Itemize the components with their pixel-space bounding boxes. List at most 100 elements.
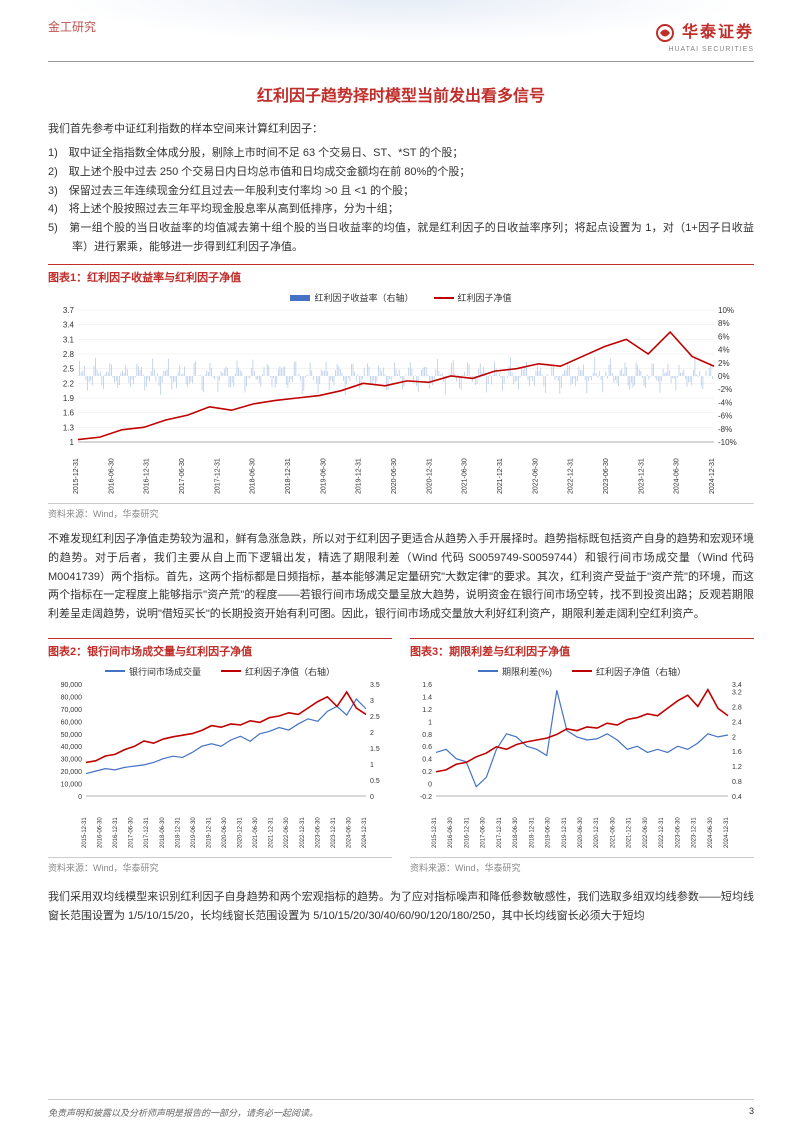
- svg-text:2019-06-30: 2019-06-30: [191, 816, 197, 847]
- svg-text:2017-12-31: 2017-12-31: [144, 816, 150, 847]
- svg-text:6%: 6%: [718, 333, 730, 342]
- svg-text:2024-12-31: 2024-12-31: [709, 458, 716, 494]
- svg-text:3.1: 3.1: [63, 336, 75, 345]
- svg-text:2020-06-30: 2020-06-30: [578, 816, 584, 847]
- svg-text:2015-12-31: 2015-12-31: [82, 816, 88, 847]
- svg-text:2022-06-30: 2022-06-30: [643, 816, 649, 847]
- svg-text:2019-12-31: 2019-12-31: [562, 816, 568, 847]
- svg-text:2020-12-31: 2020-12-31: [594, 816, 600, 847]
- chart1-svg: 11.31.61.92.22.52.83.13.43.7-10%-8%-6%-4…: [48, 306, 748, 496]
- svg-text:2022-12-31: 2022-12-31: [659, 816, 665, 847]
- svg-text:60,000: 60,000: [61, 719, 83, 726]
- list-item-2: 2) 取上述个股中过去 250 个交易日内日均总市值和日均成交金额均在前 80%…: [48, 163, 754, 182]
- svg-text:2020-12-31: 2020-12-31: [426, 458, 433, 494]
- para-2: 不难发现红利因子净值走势较为温和，鲜有急涨急跌，所以对于红利因子更适合从趋势入手…: [48, 530, 754, 623]
- svg-text:2.5: 2.5: [63, 365, 75, 374]
- list-item-3: 3) 保留过去三年连续现金分红且过去一年股利支付率均 >0 且 <1 的个股；: [48, 182, 754, 201]
- svg-text:0: 0: [78, 794, 82, 801]
- svg-text:2022-12-31: 2022-12-31: [300, 816, 306, 847]
- svg-text:-6%: -6%: [718, 412, 732, 421]
- svg-text:2017-06-30: 2017-06-30: [481, 816, 487, 847]
- svg-text:2023-12-31: 2023-12-31: [692, 816, 698, 847]
- svg-text:2024-12-31: 2024-12-31: [724, 816, 730, 847]
- svg-text:2021-06-30: 2021-06-30: [462, 458, 469, 494]
- svg-text:1.2: 1.2: [732, 764, 742, 771]
- svg-text:2.2: 2.2: [63, 380, 75, 389]
- svg-text:2020-12-31: 2020-12-31: [238, 816, 244, 847]
- svg-text:2016-12-31: 2016-12-31: [464, 816, 470, 847]
- svg-text:1.4: 1.4: [422, 694, 432, 701]
- chart3-source: 资料来源：Wind，华泰研究: [410, 857, 754, 874]
- list-item-4: 4) 将上述个股按照过去三年平均现金股息率从高到低排序，分为十组；: [48, 200, 754, 219]
- svg-text:2018-12-31: 2018-12-31: [175, 816, 181, 847]
- chart2-svg: 010,00020,00030,00040,00050,00060,00070,…: [48, 680, 390, 850]
- list-item-1: 1) 取中证全指指数全体成分股，剔除上市时间不足 63 个交易日、ST、*ST …: [48, 144, 754, 163]
- para-3: 我们采用双均线模型来识别红利因子自身趋势和两个宏观指标的趋势。为了应对指标噪声和…: [48, 888, 754, 925]
- svg-text:2021-06-30: 2021-06-30: [253, 816, 259, 847]
- svg-text:30,000: 30,000: [61, 757, 83, 764]
- svg-text:2022-06-30: 2022-06-30: [532, 458, 539, 494]
- page-number: 3: [749, 1106, 754, 1119]
- svg-text:0.2: 0.2: [422, 769, 432, 776]
- svg-text:0.8: 0.8: [422, 732, 432, 739]
- list-item-5: 5) 第一组个股的当日收益率的均值减去第十组个股的当日收益率的均值，就是红利因子…: [48, 219, 754, 256]
- svg-text:2.5: 2.5: [370, 714, 380, 721]
- svg-text:2017-06-30: 2017-06-30: [129, 816, 135, 847]
- svg-text:-2%: -2%: [718, 386, 732, 395]
- logo-icon: [655, 23, 675, 46]
- svg-text:0%: 0%: [718, 372, 730, 381]
- svg-text:2%: 2%: [718, 359, 730, 368]
- svg-text:2.8: 2.8: [732, 704, 742, 711]
- chart1-container: 红利因子收益率（右轴） 红利因子净值 11.31.61.92.22.52.83.…: [48, 291, 754, 499]
- svg-text:0: 0: [428, 781, 432, 788]
- svg-text:2: 2: [732, 734, 736, 741]
- svg-text:2018-06-30: 2018-06-30: [250, 458, 257, 494]
- svg-text:2019-06-30: 2019-06-30: [546, 816, 552, 847]
- svg-text:2020-06-30: 2020-06-30: [391, 458, 398, 494]
- svg-text:2024-06-30: 2024-06-30: [346, 816, 352, 847]
- brand-logo: 华泰证券 HUATAI SECURITIES: [655, 18, 754, 53]
- svg-text:2021-12-31: 2021-12-31: [627, 816, 633, 847]
- logo-en: HUATAI SECURITIES: [655, 46, 754, 53]
- svg-text:2023-06-30: 2023-06-30: [675, 816, 681, 847]
- svg-text:1.3: 1.3: [63, 424, 75, 433]
- svg-text:0.8: 0.8: [732, 779, 742, 786]
- svg-text:-10%: -10%: [718, 438, 737, 447]
- page-title: 红利因子趋势择时模型当前发出看多信号: [48, 82, 754, 106]
- chart2-title: 图表2：银行间市场成交量与红利因子净值: [48, 638, 392, 659]
- svg-text:50,000: 50,000: [61, 732, 83, 739]
- svg-text:70,000: 70,000: [61, 707, 83, 714]
- svg-text:2016-12-31: 2016-12-31: [144, 458, 151, 494]
- svg-text:2023-06-30: 2023-06-30: [603, 458, 610, 494]
- svg-text:1.6: 1.6: [63, 409, 75, 418]
- svg-text:2023-12-31: 2023-12-31: [638, 458, 645, 494]
- svg-text:-0.2: -0.2: [420, 794, 432, 801]
- svg-text:3.2: 3.2: [732, 689, 742, 696]
- svg-text:2024-06-30: 2024-06-30: [708, 816, 714, 847]
- svg-text:3.5: 3.5: [370, 682, 380, 689]
- svg-text:20,000: 20,000: [61, 769, 83, 776]
- svg-text:1: 1: [70, 438, 75, 447]
- svg-text:2019-06-30: 2019-06-30: [320, 458, 327, 494]
- svg-text:4%: 4%: [718, 346, 730, 355]
- svg-text:1.6: 1.6: [422, 682, 432, 689]
- svg-text:0.4: 0.4: [422, 757, 432, 764]
- svg-text:2019-12-31: 2019-12-31: [356, 458, 363, 494]
- svg-text:8%: 8%: [718, 320, 730, 329]
- svg-text:-4%: -4%: [718, 399, 732, 408]
- svg-text:2024-06-30: 2024-06-30: [674, 458, 681, 494]
- chart3-legend: 期限利差(%) 红利因子净值（右轴）: [410, 665, 754, 678]
- svg-text:90,000: 90,000: [61, 682, 83, 689]
- svg-text:0: 0: [370, 794, 374, 801]
- svg-text:80,000: 80,000: [61, 694, 83, 701]
- svg-text:2018-06-30: 2018-06-30: [513, 816, 519, 847]
- chart1-source: 资料来源：Wind，华泰研究: [48, 503, 754, 520]
- footer-disclaimer: 免责声明和披露以及分析师声明是报告的一部分，请务必一起阅读。: [48, 1106, 318, 1119]
- svg-text:1: 1: [428, 719, 432, 726]
- chart1-title: 图表1：红利因子收益率与红利因子净值: [48, 264, 754, 285]
- svg-text:2024-12-31: 2024-12-31: [362, 816, 368, 847]
- svg-text:2018-12-31: 2018-12-31: [285, 458, 292, 494]
- svg-text:2021-12-31: 2021-12-31: [269, 816, 275, 847]
- chart1-legend: 红利因子收益率（右轴） 红利因子净值: [48, 291, 754, 304]
- svg-text:3.4: 3.4: [732, 682, 742, 689]
